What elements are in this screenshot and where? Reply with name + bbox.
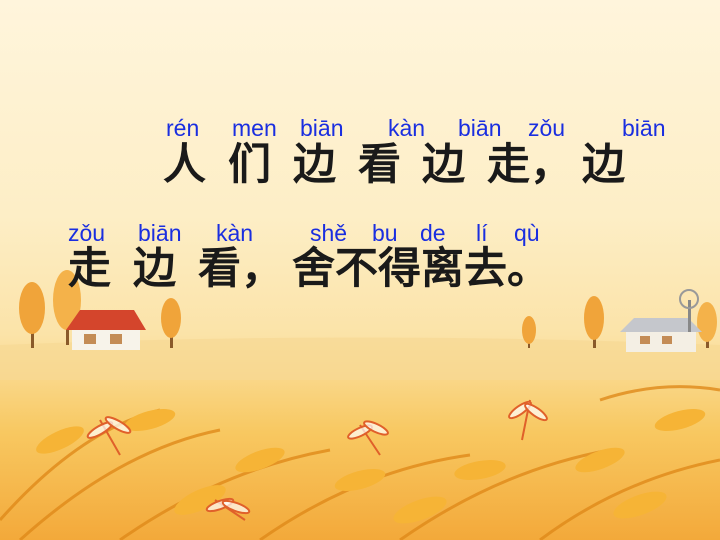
hanzi-men: 们 [228, 140, 271, 190]
pinyin-de: de [420, 220, 446, 246]
pinyin-kan: kàn [216, 220, 254, 246]
pinyin-bian: biān [300, 115, 344, 141]
dragonfly-icon [508, 399, 548, 441]
pinyin-men: men [232, 115, 277, 141]
windmill-icon [679, 289, 699, 332]
dragonfly-icon [86, 416, 132, 456]
wheat-icon [36, 409, 706, 524]
hanzi-bian: 边 [293, 140, 336, 190]
pinyin-bian: biān [138, 220, 182, 246]
pinyin-li: lí [476, 220, 488, 246]
pinyin-bian: biān [458, 115, 502, 141]
hanzi-bian: 边 [133, 244, 176, 294]
hanzi-phrase: 舍不得离去。 [292, 244, 550, 294]
pinyin-kan: kàn [388, 115, 426, 141]
pinyin-zou: zǒu [68, 220, 106, 246]
tree-icon [522, 296, 717, 348]
barn-icon [620, 318, 702, 352]
hanzi-zou: 走， [487, 140, 573, 190]
hanzi-zou: 走 [68, 244, 111, 294]
pinyin-ren: rén [166, 115, 200, 141]
pinyin-zou: zǒu [528, 115, 566, 141]
tree-icon [19, 270, 181, 348]
hanzi-bian: 边 [422, 140, 465, 190]
hanzi-kan: 看 [358, 140, 401, 190]
pinyin-bian: biān [622, 115, 666, 141]
hanzi-kan: 看， [198, 244, 284, 294]
hanzi-bian: 边 [582, 140, 625, 190]
pinyin-qu: qù [514, 220, 540, 246]
dragonfly-icon [347, 420, 389, 456]
pinyin-she: shě [310, 220, 348, 246]
dragonfly-icon [205, 497, 251, 521]
pinyin-bu: bu [372, 220, 398, 246]
hanzi-ren: 人 [163, 140, 206, 190]
house-icon [66, 310, 146, 350]
